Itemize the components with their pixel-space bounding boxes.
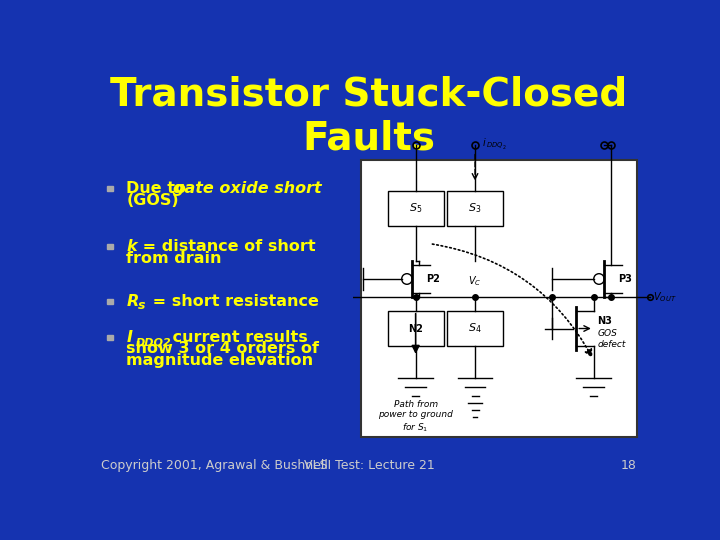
Text: = distance of short: = distance of short — [138, 239, 316, 254]
Text: $S_3$: $S_3$ — [469, 201, 482, 215]
Text: N2: N2 — [408, 323, 423, 334]
Text: Path from
power to ground
for $S_1$: Path from power to ground for $S_1$ — [378, 400, 453, 434]
Text: magnitude elevation: magnitude elevation — [126, 353, 313, 368]
FancyBboxPatch shape — [361, 160, 637, 437]
Bar — [388, 311, 444, 346]
Bar — [447, 191, 503, 226]
Text: P2: P2 — [426, 274, 440, 284]
Text: N3: N3 — [598, 316, 612, 327]
Text: $i\,_{DDQ_2}$: $i\,_{DDQ_2}$ — [482, 137, 507, 152]
Text: I: I — [126, 329, 132, 345]
Text: s: s — [138, 300, 145, 313]
Text: $V_{OUT}$: $V_{OUT}$ — [653, 290, 677, 303]
Text: $V_C$: $V_C$ — [468, 274, 482, 288]
Text: (GOS): (GOS) — [126, 193, 179, 208]
Text: DDQ2: DDQ2 — [136, 338, 171, 348]
Text: 18: 18 — [621, 460, 637, 472]
Bar — [107, 186, 114, 191]
Bar — [388, 191, 444, 226]
Text: P3: P3 — [618, 274, 632, 284]
Text: from drain: from drain — [126, 252, 222, 266]
Text: GOS
defect: GOS defect — [598, 329, 626, 349]
Text: k: k — [126, 239, 137, 254]
Text: Due to: Due to — [126, 181, 192, 196]
Text: R: R — [126, 294, 139, 309]
Text: gate oxide short: gate oxide short — [173, 181, 321, 196]
Text: = short resistance: = short resistance — [148, 294, 320, 309]
Bar — [107, 335, 114, 340]
Bar — [107, 244, 114, 249]
Text: VLSI Test: Lecture 21: VLSI Test: Lecture 21 — [304, 460, 434, 472]
Text: $S_5$: $S_5$ — [409, 201, 423, 215]
Text: Copyright 2001, Agrawal & Bushnell: Copyright 2001, Agrawal & Bushnell — [101, 460, 328, 472]
Text: show 3 or 4 orders of: show 3 or 4 orders of — [126, 341, 319, 356]
Text: $S_4$: $S_4$ — [468, 322, 482, 335]
Bar — [447, 311, 503, 346]
Text: Transistor Stuck-Closed
Faults: Transistor Stuck-Closed Faults — [110, 75, 628, 157]
Text: current results: current results — [167, 329, 307, 345]
Bar — [107, 299, 114, 305]
